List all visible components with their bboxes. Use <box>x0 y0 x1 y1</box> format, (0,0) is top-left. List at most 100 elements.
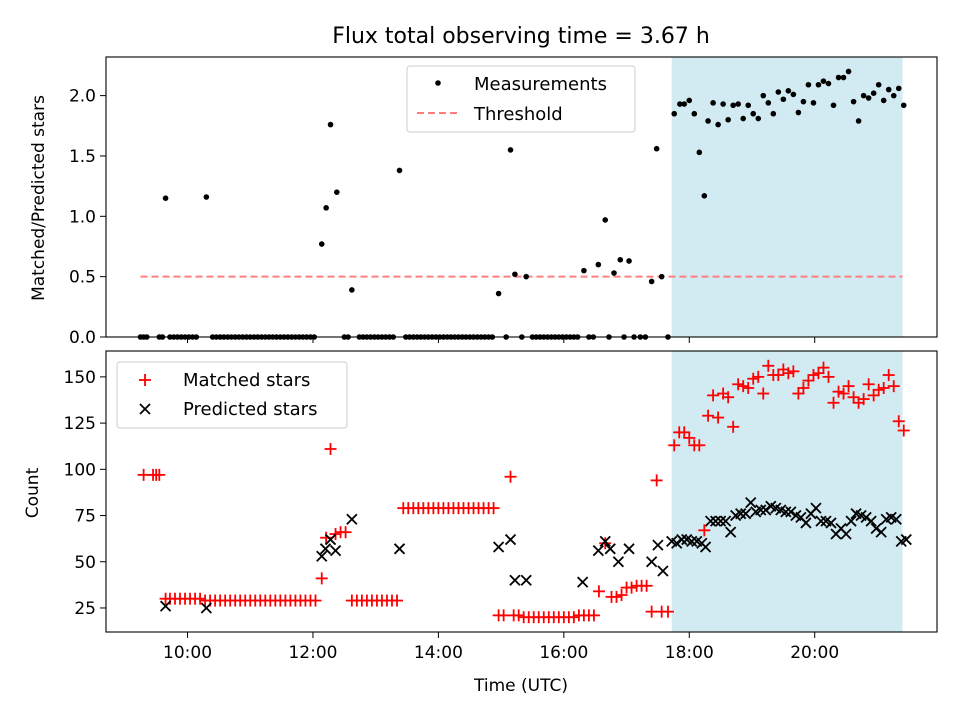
predicted-star-point <box>504 533 517 546</box>
measurement-point <box>710 100 716 106</box>
measurement-point <box>318 241 325 247</box>
matched-star-point <box>487 502 500 515</box>
measurement-point <box>800 98 807 105</box>
measurement-point <box>865 95 872 101</box>
x-axis-label: Time (UTC) <box>473 676 568 696</box>
predicted-star-point <box>686 535 698 548</box>
predicted-star-point <box>652 539 664 551</box>
predicted-star-point <box>890 513 902 525</box>
measurement-point <box>595 261 602 268</box>
measurement-point <box>507 147 514 153</box>
matched-star-point <box>817 361 830 374</box>
matched-star-point <box>707 389 720 402</box>
ratio-panel: 0.0 0.5 1.0 1.5 2.0 Flux total observing tim… <box>29 24 938 348</box>
x-tick-label: 16:00 <box>539 643 588 663</box>
measurement-point <box>701 192 708 199</box>
predicted-star-point <box>657 565 669 577</box>
measurement-point <box>396 167 403 174</box>
legend-measurements-marker <box>435 80 441 86</box>
top-axes-frame <box>105 56 938 338</box>
predicted-star-point <box>720 515 732 527</box>
matched-star-point <box>698 524 711 537</box>
matched-star-point <box>847 391 860 404</box>
matched-star-point <box>592 585 605 598</box>
matched-star-point <box>752 370 765 383</box>
matched-star-point <box>762 359 775 372</box>
predicted-star-point <box>875 526 887 538</box>
predicted-star-point <box>671 537 683 549</box>
measurement-point <box>845 68 852 75</box>
matched-star-point <box>782 367 795 380</box>
predicted-star-point <box>200 602 212 614</box>
measurement-point <box>860 92 867 99</box>
matched-star-point <box>867 389 880 402</box>
matched-star-point <box>512 609 525 622</box>
matched-star-point <box>737 380 750 393</box>
predicted-star-point <box>316 550 328 562</box>
matched-star-point <box>827 396 840 409</box>
matched-star-point <box>772 369 785 382</box>
predicted-star-point <box>870 522 882 535</box>
measurement-point <box>681 101 688 107</box>
measurement-point <box>715 121 721 128</box>
predicted-star-point <box>577 576 589 588</box>
matched-star-point <box>329 528 342 541</box>
matched-star-point <box>882 369 895 382</box>
measurement-point <box>617 256 624 263</box>
top-y-tick-label: 0.5 <box>69 268 96 288</box>
matched-star-point <box>747 372 760 385</box>
measurement-point <box>770 110 777 117</box>
measurement-point <box>523 273 530 280</box>
predicted-star-point <box>780 506 792 518</box>
measurement-point <box>745 102 752 109</box>
predicted-star-point <box>860 511 872 524</box>
predicted-star-point <box>709 515 722 527</box>
measurement-point <box>835 74 842 81</box>
measurement-point <box>671 110 678 117</box>
measurement-point <box>327 121 334 128</box>
matched-star-point <box>315 572 328 585</box>
predicted-star-point <box>725 526 737 538</box>
top-y-tick-label: 0.0 <box>69 328 96 348</box>
measurement-point <box>900 102 907 109</box>
predicted-star-point <box>319 543 332 555</box>
measurement-point <box>870 90 877 97</box>
predicted-star-point <box>346 513 358 525</box>
predicted-star-point <box>324 533 337 546</box>
measurement-point <box>686 97 693 104</box>
matched-star-point <box>599 537 612 550</box>
measurement-point <box>333 189 340 195</box>
matched-star-point <box>742 381 755 394</box>
matched-star-point <box>702 409 715 422</box>
top-y-tick-label: 2.0 <box>69 87 96 107</box>
bottom-axes-frame <box>105 350 938 633</box>
measurement-point <box>795 109 802 116</box>
matched-star-point <box>832 385 845 398</box>
top-y-tick-label: 1.0 <box>69 207 96 227</box>
predicted-star-point <box>840 528 852 540</box>
predicted-star-point <box>845 515 857 527</box>
matched-star-point <box>339 526 352 539</box>
measurement-point <box>658 273 665 280</box>
matched-star-point <box>887 380 900 393</box>
predicted-star-point <box>704 515 717 527</box>
measurement-point <box>755 115 762 122</box>
x-tick-label: 12:00 <box>288 643 337 663</box>
measurement-point <box>740 115 747 122</box>
measurement-point <box>730 102 736 109</box>
chart-title: Flux total observing time = 3.67 h <box>332 24 710 49</box>
measurement-point <box>735 101 741 107</box>
matched-star-point <box>822 370 835 383</box>
measurement-point <box>696 149 703 156</box>
matched-star-point <box>722 391 735 404</box>
measurement-point <box>626 258 632 264</box>
measurement-point <box>890 92 897 99</box>
predicted-star-point <box>592 545 604 557</box>
measurement-point <box>875 81 882 88</box>
x-tick-label: 14:00 <box>414 643 463 663</box>
measurement-point <box>203 194 210 200</box>
matched-star-point <box>792 387 805 400</box>
legend-predicted-label: Predicted stars <box>183 399 317 420</box>
measurement-point <box>815 81 822 88</box>
predicted-star-point <box>740 508 752 520</box>
